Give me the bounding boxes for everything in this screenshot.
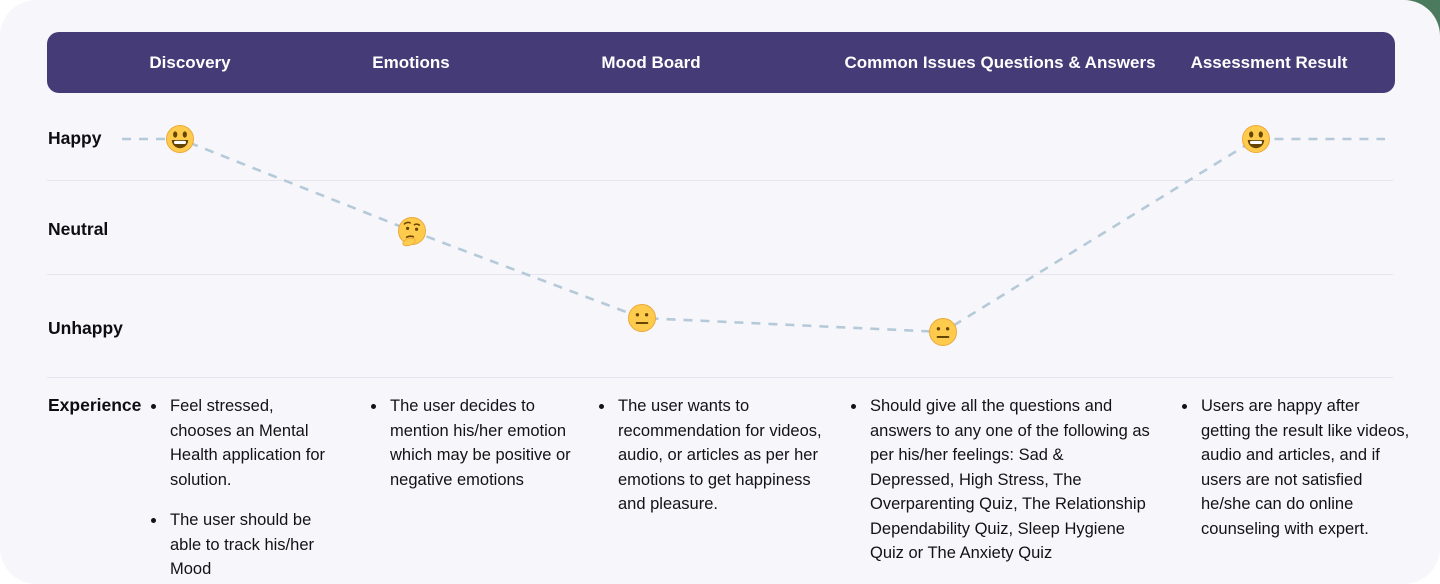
stage-header-discovery: Discovery bbox=[149, 53, 231, 72]
thinking-face-icon bbox=[398, 217, 426, 247]
row-label-unhappy: Unhappy bbox=[48, 318, 123, 338]
experience-bullet: Feel stressed, chooses an Mental Health … bbox=[167, 394, 338, 492]
experience-bullet-list: The user wants to recommendation for vid… bbox=[600, 394, 822, 517]
experience-bullet: Users are happy after getting the result… bbox=[1198, 394, 1413, 541]
stage-header-common-issues: Common Issues Questions & Answers bbox=[844, 53, 1156, 72]
row-divider bbox=[47, 377, 1393, 378]
experience-column-assessment-result: Users are happy after getting the result… bbox=[1183, 394, 1413, 541]
journey-dashed-line bbox=[122, 137, 1385, 334]
row-label-happy: Happy bbox=[48, 128, 102, 148]
experience-column-discovery: Feel stressed, chooses an Mental Health … bbox=[152, 394, 338, 582]
row-divider bbox=[47, 274, 1393, 275]
row-divider bbox=[47, 180, 1393, 181]
neutral-face-icon bbox=[628, 304, 656, 332]
stage-header-mood-board: Mood Board bbox=[601, 53, 701, 72]
experience-bullet-list: Should give all the questions and answer… bbox=[852, 394, 1152, 566]
row-label-experience: Experience bbox=[48, 395, 142, 415]
experience-bullet: The user should be able to track his/her… bbox=[167, 508, 338, 582]
stage-header-emotions: Emotions bbox=[372, 53, 450, 72]
experience-column-mood-board: The user wants to recommendation for vid… bbox=[600, 394, 822, 517]
experience-bullet: The user decides to mention his/her emot… bbox=[387, 394, 572, 492]
stage-header-bar: Discovery Emotions Mood Board Common Iss… bbox=[47, 32, 1395, 93]
row-label-neutral: Neutral bbox=[48, 219, 109, 239]
experience-bullet-list: Feel stressed, chooses an Mental Health … bbox=[152, 394, 338, 582]
experience-bullet: The user wants to recommendation for vid… bbox=[615, 394, 822, 517]
experience-column-common-issues: Should give all the questions and answer… bbox=[852, 394, 1152, 566]
experience-column-emotions: The user decides to mention his/her emot… bbox=[372, 394, 572, 492]
stage-header-assessment-result: Assessment Result bbox=[1190, 53, 1348, 72]
neutral-face-icon bbox=[929, 318, 957, 346]
experience-bullet: Should give all the questions and answer… bbox=[867, 394, 1152, 566]
grinning-face-icon bbox=[166, 125, 194, 153]
experience-bullet-list: The user decides to mention his/her emot… bbox=[372, 394, 572, 492]
experience-bullet-list: Users are happy after getting the result… bbox=[1183, 394, 1413, 541]
grinning-face-icon bbox=[1242, 125, 1270, 153]
